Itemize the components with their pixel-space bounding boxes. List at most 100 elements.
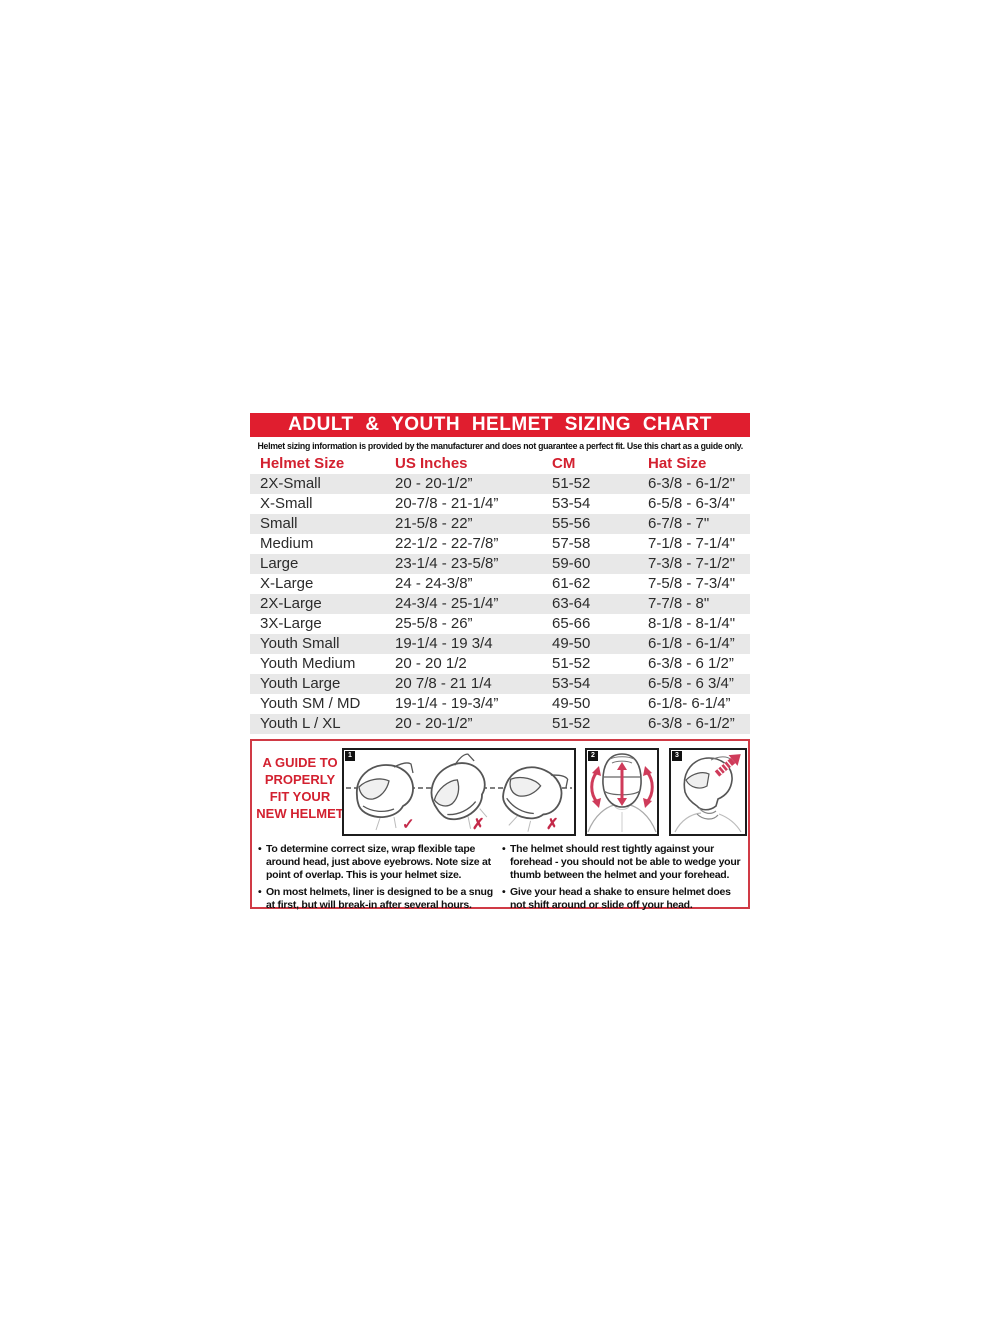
table-body: 2X-Small 20 - 20-1/2” 51-52 6-3/8 - 6-1/… xyxy=(250,474,750,734)
cell-cm: 59-60 xyxy=(552,555,591,572)
table-row: Medium 22-1/2 - 22-7/8” 57-58 7-1/8 - 7-… xyxy=(250,534,750,554)
table-row: Small 21-5/8 - 22” 55-56 6-7/8 - 7" xyxy=(250,514,750,534)
instructions-right-column: • The helmet should rest tightly against… xyxy=(502,843,746,916)
table-row: Large 23-1/4 - 23-5/8” 59-60 7-3/8 - 7-1… xyxy=(250,554,750,574)
table-row: Youth Medium 20 - 20 1/2 51-52 6-3/8 - 6… xyxy=(250,654,750,674)
bullet-dot: • xyxy=(502,843,506,855)
cell-us-inches: 20 - 20-1/2” xyxy=(395,715,473,732)
header-hat-size: Hat Size xyxy=(648,455,707,472)
instruction-item: • The helmet should rest tightly against… xyxy=(502,843,746,882)
cell-hat-size: 6-1/8 - 6-1/4” xyxy=(648,635,735,652)
cell-cm: 51-52 xyxy=(552,715,591,732)
cell-helmet-size: 2X-Small xyxy=(260,475,321,492)
instruction-item: • On most helmets, liner is designed to … xyxy=(258,886,502,912)
cell-hat-size: 7-1/8 - 7-1/4" xyxy=(648,535,736,552)
cell-hat-size: 6-3/8 - 6-1/2" xyxy=(648,475,736,492)
table-row: Youth L / XL 20 - 20-1/2” 51-52 6-3/8 - … xyxy=(250,714,750,734)
fit-guide-heading-line: PROPERLY xyxy=(264,772,336,787)
instruction-item: • To determine correct size, wrap flexib… xyxy=(258,843,502,882)
cell-cm: 57-58 xyxy=(552,535,591,552)
cell-us-inches: 20 - 20 1/2 xyxy=(395,655,467,672)
cell-hat-size: 7-7/8 - 8" xyxy=(648,595,710,612)
cell-helmet-size: Youth Medium xyxy=(260,655,356,672)
cell-us-inches: 19-1/4 - 19-3/4” xyxy=(395,695,499,712)
cell-cm: 51-52 xyxy=(552,475,591,492)
fit-panel-tightness-check: 2 xyxy=(585,748,659,836)
cell-helmet-size: Youth Small xyxy=(260,635,340,652)
cell-us-inches: 25-5/8 - 26” xyxy=(395,615,473,632)
fit-panel-shake-check: 3 xyxy=(669,748,747,836)
table-row: 2X-Large 24-3/4 - 25-1/4” 63-64 7-7/8 - … xyxy=(250,594,750,614)
panel-number-badge: 2 xyxy=(588,751,598,761)
helmet-tilted-back-illustration xyxy=(502,766,569,832)
cell-hat-size: 6-3/8 - 6 1/2” xyxy=(648,655,734,672)
panel-number-badge: 3 xyxy=(672,751,682,761)
up-down-arrow-icon xyxy=(617,762,627,806)
cell-cm: 65-66 xyxy=(552,615,591,632)
cell-us-inches: 20 - 20-1/2” xyxy=(395,475,473,492)
fit-guide-heading-line: NEW HELMET xyxy=(256,806,344,821)
cell-hat-size: 6-3/8 - 6-1/2” xyxy=(648,715,735,732)
instruction-item: • Give your head a shake to ensure helme… xyxy=(502,886,746,912)
cell-cm: 61-62 xyxy=(552,575,591,592)
table-row: X-Large 24 - 24-3/8” 61-62 7-5/8 - 7-3/4… xyxy=(250,574,750,594)
cell-hat-size: 6-7/8 - 7" xyxy=(648,515,710,532)
table-row: Youth Small 19-1/4 - 19 3/4 49-50 6-1/8 … xyxy=(250,634,750,654)
table-row: 2X-Small 20 - 20-1/2” 51-52 6-3/8 - 6-1/… xyxy=(250,474,750,494)
disclaimer-text: Helmet sizing information is provided by… xyxy=(257,441,744,451)
cell-helmet-size: Youth SM / MD xyxy=(260,695,361,712)
rotate-arrow-heads xyxy=(592,766,652,808)
instruction-text: The helmet should rest tightly against y… xyxy=(510,843,741,881)
fit-panel-helmet-angles: 1 xyxy=(342,748,576,836)
helmet-tilted-down-illustration xyxy=(430,753,488,829)
cell-hat-size: 6-5/8 - 6 3/4” xyxy=(648,675,734,692)
sizing-chart-sheet: ADULT & YOUTH HELMET SIZING CHART Helmet… xyxy=(250,413,750,911)
fit-guide-heading-line: A GUIDE TO xyxy=(262,755,338,770)
cell-helmet-size: Youth Large xyxy=(260,675,341,692)
cell-helmet-size: X-Small xyxy=(260,495,313,512)
cell-hat-size: 7-3/8 - 7-1/2" xyxy=(648,555,736,572)
fit-check-front-illustration xyxy=(587,753,657,833)
cell-cm: 49-50 xyxy=(552,695,591,712)
cell-helmet-size: Small xyxy=(260,515,298,532)
cell-us-inches: 22-1/2 - 22-7/8” xyxy=(395,535,499,552)
cell-helmet-size: 3X-Large xyxy=(260,615,322,632)
cell-us-inches: 23-1/4 - 23-5/8” xyxy=(395,555,499,572)
cell-hat-size: 8-1/8 - 8-1/4" xyxy=(648,615,736,632)
check-mark-icon: ✓ xyxy=(402,816,415,833)
helmet-correct-illustration xyxy=(356,762,414,831)
cell-helmet-size: 2X-Large xyxy=(260,595,322,612)
bullet-dot: • xyxy=(258,886,262,898)
cell-hat-size: 6-5/8 - 6-3/4" xyxy=(648,495,736,512)
cell-us-inches: 24 - 24-3/8” xyxy=(395,575,473,592)
bullet-dot: • xyxy=(502,886,506,898)
cell-cm: 53-54 xyxy=(552,495,591,512)
cell-helmet-size: Youth L / XL xyxy=(260,715,341,732)
instructions-left-column: • To determine correct size, wrap flexib… xyxy=(258,843,502,916)
table-row: Youth Large 20 7/8 - 21 1/4 53-54 6-5/8 … xyxy=(250,674,750,694)
cell-us-inches: 20-7/8 - 21-1/4” xyxy=(395,495,499,512)
rotate-arrow-icon xyxy=(590,771,654,803)
panel-number-badge: 1 xyxy=(345,751,355,761)
x-mark-icon: ✗ xyxy=(472,816,485,833)
x-mark-icon: ✗ xyxy=(546,816,559,833)
cell-cm: 51-52 xyxy=(552,655,591,672)
header-helmet-size: Helmet Size xyxy=(260,455,345,472)
header-us-inches: US Inches xyxy=(395,455,468,472)
fit-instructions: • To determine correct size, wrap flexib… xyxy=(258,843,746,916)
table-row: 3X-Large 25-5/8 - 26” 65-66 8-1/8 - 8-1/… xyxy=(250,614,750,634)
sizing-table: Helmet Size US Inches CM Hat Size 2X-Sma… xyxy=(250,454,750,734)
cell-us-inches: 19-1/4 - 19 3/4 xyxy=(395,635,493,652)
shake-arrow-icon xyxy=(714,754,741,777)
cell-cm: 49-50 xyxy=(552,635,591,652)
cell-hat-size: 6-1/8- 6-1/4” xyxy=(648,695,731,712)
cell-cm: 53-54 xyxy=(552,675,591,692)
fit-guide-box: A GUIDE TO PROPERLY FIT YOUR NEW HELMET … xyxy=(250,739,750,911)
table-row: Youth SM / MD 19-1/4 - 19-3/4” 49-50 6-1… xyxy=(250,694,750,714)
header-cm: CM xyxy=(552,455,576,472)
cell-us-inches: 24-3/4 - 25-1/4” xyxy=(395,595,499,612)
cell-helmet-size: Medium xyxy=(260,535,314,552)
cell-us-inches: 20 7/8 - 21 1/4 xyxy=(395,675,492,692)
table-header-row: Helmet Size US Inches CM Hat Size xyxy=(250,454,750,474)
